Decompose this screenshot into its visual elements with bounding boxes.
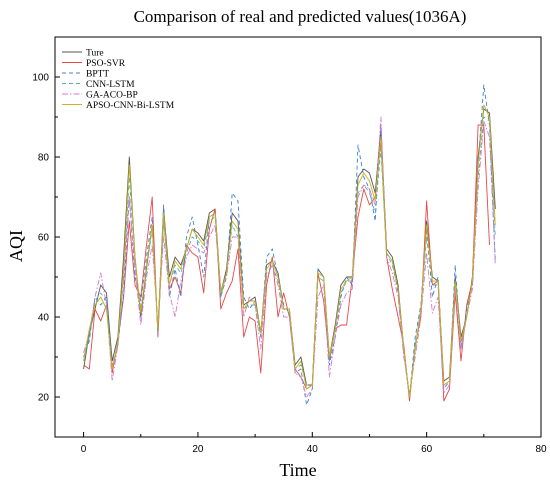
x-tick-label: 0 [81,444,87,455]
y-tick-label: 60 [38,233,50,244]
legend-entry: Ture [86,49,104,59]
legend-entry: BPTT [86,70,109,80]
x-tick-label: 60 [421,444,433,455]
x-tick-label: 80 [535,444,547,455]
legend-entry: PSO-SVR [86,59,126,69]
legend-entry: APSO-CNN-Bi-LSTM [86,101,175,111]
x-axis-label: Time [279,460,316,480]
y-tick-label: 80 [38,153,50,164]
y-tick-label: 100 [32,73,49,84]
y-tick-label: 40 [38,313,50,324]
chart-title: Comparison of real and predicted values(… [134,7,467,26]
series-line-apso-cnn-bi-lstm [83,104,496,398]
x-tick-label: 40 [307,444,319,455]
y-tick-label: 20 [38,393,50,404]
plot-axes: 0 20 40 60 80 20 40 60 80 100 [32,36,547,455]
legend-entry: CNN-LSTM [86,80,135,90]
legend-entry: GA-ACO-BP [86,91,138,101]
series-line-bptt [83,84,496,406]
x-tick-label: 20 [192,444,204,455]
series-lines [83,84,496,406]
y-axis-label: AQI [6,230,26,262]
series-line-pso-svr [83,124,490,402]
legend: TurePSO-SVRBPTTCNN-LSTMGA-ACO-BPAPSO-CNN… [62,49,175,111]
